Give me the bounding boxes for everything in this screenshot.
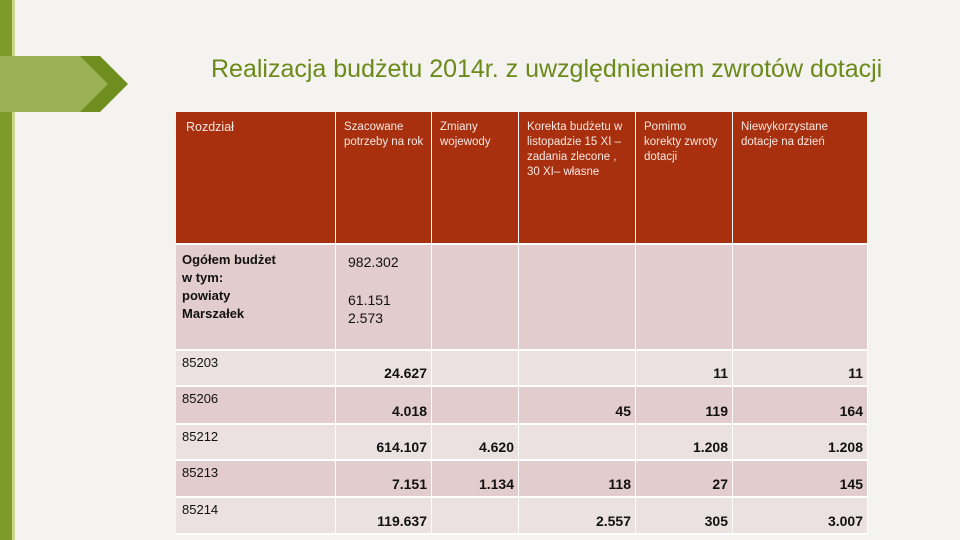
value-zwroty: 27	[712, 476, 728, 492]
value-niewykorzystane: 11	[848, 365, 863, 381]
header-rozdzial: Rozdział	[176, 112, 336, 245]
rozdzial-code: 85212	[182, 429, 219, 444]
header-korekta: Korekta budżetu w listopadzie 15 XI – za…	[519, 112, 636, 245]
left-accent-strip	[0, 0, 12, 540]
table-cell-szacowane: 4.018	[336, 387, 432, 425]
header-szacowane: Szacowane potrzeby na rok	[336, 112, 432, 245]
value-niewykorzystane: 164	[839, 403, 863, 419]
value-szacowane: 119.637	[377, 513, 427, 529]
table-cell-korekta: 45	[519, 387, 636, 425]
table-cell-korekta	[519, 351, 636, 387]
total-label-cell: Ogółem budżet w tym: powiaty Marszałek	[176, 245, 336, 351]
value-zwroty: 11	[713, 365, 728, 381]
total-empty-cell	[636, 245, 733, 351]
table-cell-rozdzial: 85206	[176, 387, 336, 425]
table-cell-szacowane: 24.627	[336, 351, 432, 387]
header-zmiany: Zmiany wojewody	[432, 112, 519, 245]
value-szacowane: 614.107	[376, 439, 427, 455]
slide-title: Realizacja budżetu 2014r. z uwzględnieni…	[211, 55, 883, 83]
header-zwroty: Pomimo korekty zwroty dotacji	[636, 112, 733, 245]
table-cell-zwroty: 27	[636, 461, 733, 498]
table-cell-zmiany: 4.620	[432, 425, 519, 461]
value-szacowane: 7.151	[391, 476, 427, 492]
left-accent-strip-light	[12, 0, 15, 540]
value-zmiany: 4.620	[478, 439, 514, 455]
table-cell-zwroty: 305	[636, 498, 733, 535]
table-cell-rozdzial: 85212	[176, 425, 336, 461]
value-zwroty: 305	[704, 513, 728, 529]
table-cell-szacowane: 119.637	[336, 498, 432, 535]
value-zmiany: 1.134	[478, 476, 514, 492]
table-cell-niewykorzystane: 145	[733, 461, 868, 498]
table-cell-niewykorzystane: 1.208	[733, 425, 868, 461]
total-value-empty	[348, 271, 431, 289]
table-cell-zwroty: 119	[636, 387, 733, 425]
table-cell-korekta: 2.557	[519, 498, 636, 535]
budget-table: Rozdział Szacowane potrzeby na rok Zmian…	[176, 112, 868, 535]
rozdzial-code: 85203	[182, 355, 219, 370]
value-niewykorzystane: 3.007	[827, 513, 863, 529]
table-cell-korekta: 118	[519, 461, 636, 498]
total-label-line: Ogółem budżet	[182, 252, 276, 267]
table-cell-niewykorzystane: 164	[733, 387, 868, 425]
total-empty-cell	[733, 245, 868, 351]
total-value: 61.151	[348, 292, 391, 308]
value-niewykorzystane: 145	[839, 476, 863, 492]
table-cell-rozdzial: 85213	[176, 461, 336, 498]
value-korekta: 45	[615, 403, 631, 419]
table-cell-szacowane: 7.151	[336, 461, 432, 498]
table-cell-korekta	[519, 425, 636, 461]
value-korekta: 118	[608, 476, 631, 492]
table-cell-zmiany	[432, 351, 519, 387]
total-empty-cell	[432, 245, 519, 351]
table-cell-niewykorzystane: 11	[733, 351, 868, 387]
value-szacowane: 4.018	[391, 403, 427, 419]
table-cell-zmiany	[432, 498, 519, 535]
total-label-line: powiaty	[182, 288, 231, 303]
value-korekta: 2.557	[595, 513, 631, 529]
budget-table-body: Ogółem budżet w tym: powiaty Marszałek 9…	[176, 112, 868, 535]
header-niewykorzystane: Niewykorzystane dotacje na dzień	[733, 112, 868, 245]
table-cell-szacowane: 614.107	[336, 425, 432, 461]
total-value: 982.302	[348, 254, 399, 270]
table-cell-zwroty: 11	[636, 351, 733, 387]
rozdzial-code: 85213	[182, 465, 219, 480]
total-label-line: w tym:	[182, 270, 224, 285]
table-cell-zmiany: 1.134	[432, 461, 519, 498]
total-empty-cell	[519, 245, 636, 351]
rozdzial-code: 85214	[182, 502, 219, 517]
table-cell-niewykorzystane: 3.007	[733, 498, 868, 535]
value-zwroty: 1.208	[692, 439, 728, 455]
table-cell-zwroty: 1.208	[636, 425, 733, 461]
table-cell-rozdzial: 85203	[176, 351, 336, 387]
table-cell-zmiany	[432, 387, 519, 425]
value-szacowane: 24.627	[384, 365, 427, 381]
rozdzial-code: 85206	[182, 391, 219, 406]
total-label-line: Marszałek	[182, 306, 245, 321]
value-niewykorzystane: 1.208	[827, 439, 863, 455]
total-value: 2.573	[348, 310, 384, 326]
value-zwroty: 119	[705, 403, 728, 419]
table-cell-rozdzial: 85214	[176, 498, 336, 535]
total-values-cell: 982.302 61.151 2.573	[336, 245, 432, 351]
